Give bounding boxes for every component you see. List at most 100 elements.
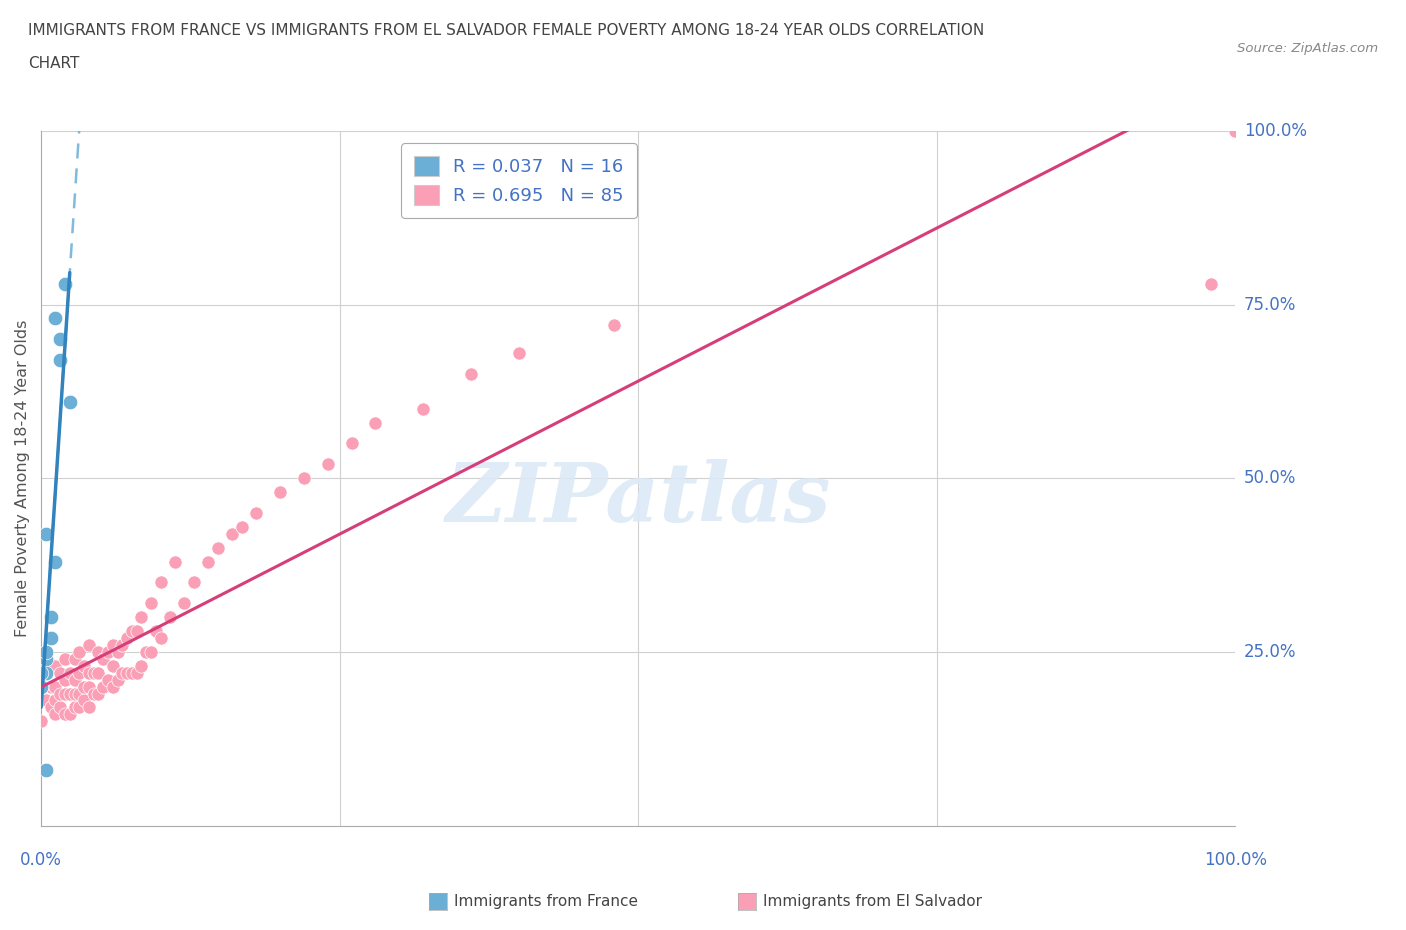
Point bbox=[121, 624, 143, 639]
Point bbox=[30, 679, 52, 694]
Point bbox=[1201, 276, 1223, 291]
Point bbox=[35, 651, 58, 666]
Text: IMMIGRANTS FROM FRANCE VS IMMIGRANTS FROM EL SALVADOR FEMALE POVERTY AMONG 18-24: IMMIGRANTS FROM FRANCE VS IMMIGRANTS FRO… bbox=[28, 23, 984, 38]
Point bbox=[59, 707, 82, 722]
Point bbox=[125, 665, 148, 680]
Point bbox=[77, 637, 100, 652]
Point bbox=[30, 679, 52, 694]
Point bbox=[107, 672, 129, 687]
Point bbox=[59, 665, 82, 680]
Point bbox=[35, 665, 58, 680]
Point bbox=[35, 693, 58, 708]
Point bbox=[139, 644, 162, 659]
Point bbox=[83, 665, 105, 680]
Text: Source: ZipAtlas.com: Source: ZipAtlas.com bbox=[1237, 42, 1378, 55]
Point bbox=[53, 651, 76, 666]
Point bbox=[63, 700, 86, 715]
Point bbox=[73, 658, 96, 673]
Point bbox=[131, 658, 153, 673]
Point bbox=[63, 651, 86, 666]
Text: ZIPatlas: ZIPatlas bbox=[446, 459, 831, 539]
Point bbox=[221, 526, 243, 541]
Point bbox=[149, 631, 172, 645]
Text: 100.0%: 100.0% bbox=[1204, 851, 1267, 869]
Point bbox=[73, 693, 96, 708]
Text: 25.0%: 25.0% bbox=[1244, 643, 1296, 661]
Point bbox=[131, 610, 153, 625]
Point bbox=[115, 631, 138, 645]
Point bbox=[53, 707, 76, 722]
Point bbox=[111, 637, 134, 652]
Point bbox=[83, 686, 105, 701]
Point bbox=[59, 394, 82, 409]
Point bbox=[49, 686, 72, 701]
Point bbox=[603, 318, 626, 333]
Text: Immigrants from France: Immigrants from France bbox=[454, 894, 638, 909]
Point bbox=[63, 686, 86, 701]
Point bbox=[39, 631, 62, 645]
Point bbox=[35, 763, 58, 777]
Point bbox=[197, 554, 219, 569]
Point bbox=[173, 596, 195, 611]
Point bbox=[364, 415, 387, 430]
Point bbox=[231, 519, 253, 534]
Point bbox=[91, 679, 114, 694]
Point bbox=[159, 610, 181, 625]
Point bbox=[44, 707, 66, 722]
Point bbox=[139, 596, 162, 611]
Point bbox=[508, 346, 530, 361]
Point bbox=[101, 637, 124, 652]
Text: 0.0%: 0.0% bbox=[20, 851, 62, 869]
Point bbox=[30, 714, 52, 729]
Point bbox=[125, 624, 148, 639]
Point bbox=[44, 554, 66, 569]
Point bbox=[121, 665, 143, 680]
Point bbox=[149, 575, 172, 590]
Point bbox=[30, 693, 52, 708]
Text: CHART: CHART bbox=[28, 56, 80, 71]
Point bbox=[207, 540, 229, 555]
Point bbox=[77, 700, 100, 715]
Point bbox=[87, 644, 110, 659]
Point bbox=[460, 366, 482, 381]
Point bbox=[340, 436, 363, 451]
Point bbox=[101, 679, 124, 694]
Point bbox=[163, 554, 186, 569]
Point bbox=[53, 672, 76, 687]
Point bbox=[91, 651, 114, 666]
Text: 50.0%: 50.0% bbox=[1244, 470, 1296, 487]
Text: Immigrants from El Salvador: Immigrants from El Salvador bbox=[763, 894, 983, 909]
Point bbox=[44, 658, 66, 673]
Point bbox=[101, 658, 124, 673]
Point bbox=[67, 644, 90, 659]
Point bbox=[39, 679, 62, 694]
Point bbox=[412, 402, 434, 417]
Point bbox=[44, 679, 66, 694]
Point bbox=[49, 352, 72, 367]
Point bbox=[49, 332, 72, 347]
Point bbox=[30, 665, 52, 680]
Point bbox=[44, 311, 66, 325]
Point bbox=[67, 665, 90, 680]
Point bbox=[145, 624, 167, 639]
Point bbox=[67, 700, 90, 715]
Text: 75.0%: 75.0% bbox=[1244, 296, 1296, 313]
Point bbox=[44, 693, 66, 708]
Point bbox=[245, 506, 267, 521]
Point bbox=[111, 665, 134, 680]
Point bbox=[292, 471, 315, 485]
Point bbox=[49, 700, 72, 715]
Point bbox=[63, 672, 86, 687]
Point bbox=[35, 526, 58, 541]
Point bbox=[53, 686, 76, 701]
Point bbox=[39, 610, 62, 625]
Point bbox=[269, 485, 291, 499]
Point bbox=[107, 644, 129, 659]
Point bbox=[59, 686, 82, 701]
Point bbox=[73, 679, 96, 694]
Point bbox=[87, 665, 110, 680]
Point bbox=[35, 644, 58, 659]
Point bbox=[97, 672, 120, 687]
Point bbox=[49, 665, 72, 680]
Point bbox=[77, 665, 100, 680]
